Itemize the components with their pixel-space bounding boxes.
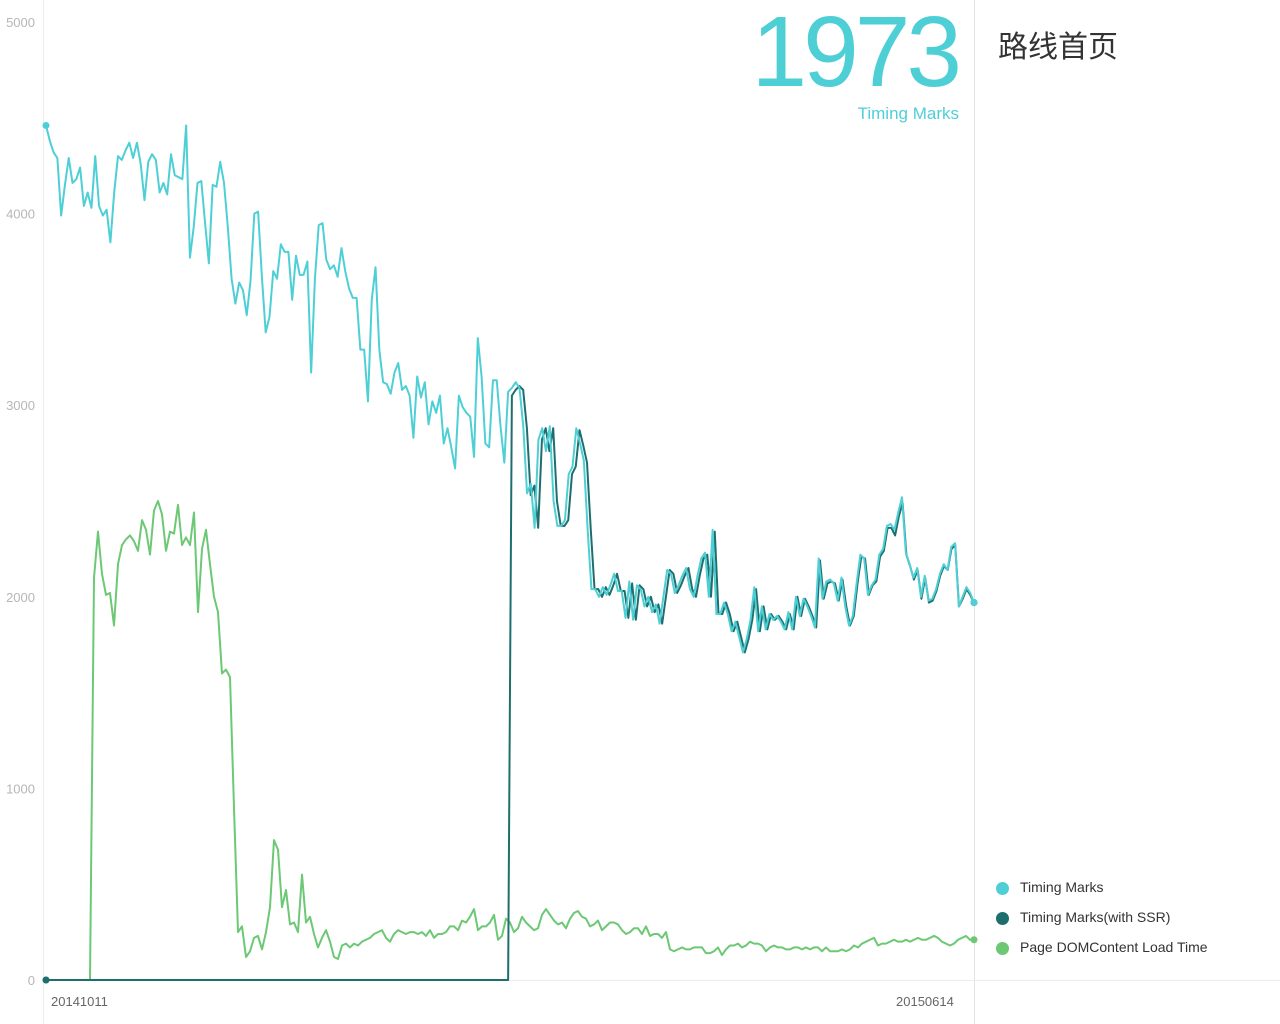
headline-caption: Timing Marks bbox=[857, 104, 959, 123]
chart-legend: Timing Marks Timing Marks(with SSR) Page… bbox=[996, 872, 1208, 962]
series-layer bbox=[42, 121, 978, 984]
headline-value: 1973 bbox=[751, 0, 962, 108]
legend-dot bbox=[996, 911, 1009, 925]
y-axis-ticks: 0 1000 2000 3000 4000 5000 bbox=[6, 15, 35, 988]
y-tick-label: 0 bbox=[28, 973, 35, 988]
series-start-point bbox=[42, 976, 50, 984]
legend-item-domcontent-load-time[interactable]: Page DOMContent Load Time bbox=[996, 932, 1208, 962]
x-tick-label-start: 20141011 bbox=[51, 994, 108, 1009]
series-end-point bbox=[970, 599, 978, 607]
legend-label: Timing Marks(with SSR) bbox=[1020, 909, 1171, 925]
x-tick-label-end: 20150614 bbox=[896, 994, 954, 1009]
series-start-point bbox=[42, 121, 50, 129]
legend-label: Page DOMContent Load Time bbox=[1020, 939, 1208, 955]
y-tick-label: 4000 bbox=[6, 207, 35, 222]
legend-label: Timing Marks bbox=[1020, 879, 1104, 895]
series-line-page-domcontent-load-time bbox=[46, 500, 974, 981]
legend-item-timing-marks[interactable]: Timing Marks bbox=[996, 872, 1208, 902]
y-tick-label: 3000 bbox=[6, 398, 35, 413]
y-tick-label: 2000 bbox=[6, 590, 35, 605]
legend-item-timing-marks-ssr[interactable]: Timing Marks(with SSR) bbox=[996, 902, 1208, 932]
page-title: 路线首页 bbox=[998, 30, 1118, 65]
y-tick-label: 1000 bbox=[6, 781, 35, 796]
series-line-timing-marks-with-ssr bbox=[46, 385, 975, 981]
series-end-point bbox=[970, 936, 978, 944]
legend-dot bbox=[996, 881, 1009, 895]
y-tick-label: 5000 bbox=[6, 15, 35, 30]
series-line-timing-marks bbox=[45, 124, 975, 654]
legend-dot bbox=[996, 941, 1009, 955]
